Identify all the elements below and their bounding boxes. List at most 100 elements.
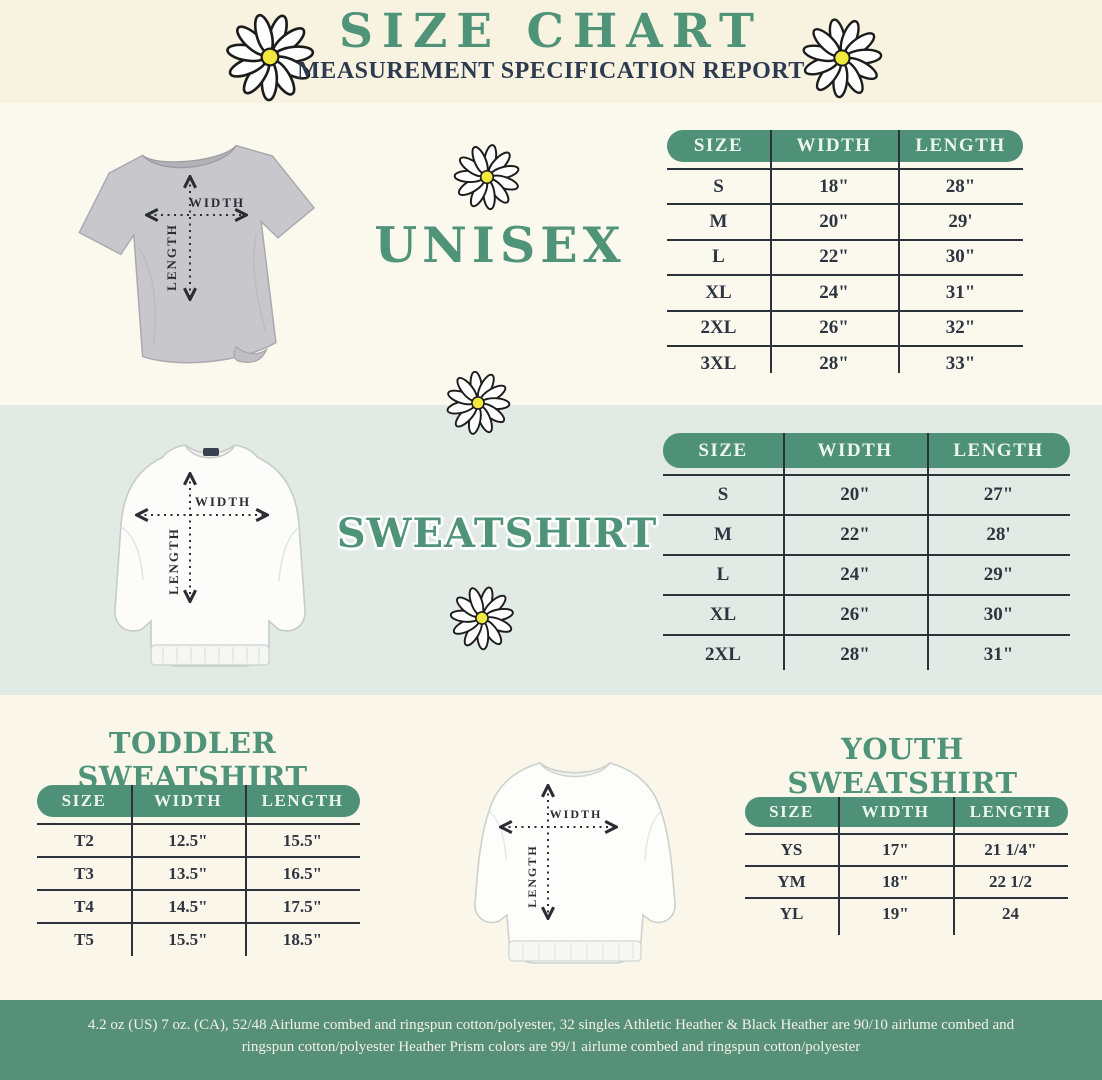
column-header-size: SIZE [693,135,744,156]
size-cell: T5 [74,929,94,949]
table-column-divider [898,130,900,373]
table-row: M 22" 28' [663,514,1070,554]
column-header-length: LENGTH [953,439,1044,461]
table-row: XL 24" 31" [667,274,1023,309]
table-header-row: SIZE WIDTH LENGTH [37,785,360,817]
length-cell: 17.5" [282,896,323,916]
size-cell: T3 [74,863,94,883]
column-header-size: SIZE [769,802,814,821]
table-column-divider [245,785,247,956]
table-row: 2XL 28" 31" [663,634,1070,674]
size-cell: T2 [74,830,94,850]
column-header-size: SIZE [61,791,107,810]
length-cell: 30" [983,604,1014,625]
table-row: T5 15.5" 18.5" [37,922,360,955]
unisex-size-table: SIZE WIDTH LENGTH S 18" 28" M 20" 29' L 22" 30" XL 24… [667,130,1023,380]
width-cell: 18" [882,872,909,891]
length-dimension-label: LENGTH [164,223,179,291]
table-header-row: SIZE WIDTH LENGTH [745,797,1068,827]
width-cell: 26" [819,317,849,339]
table-column-divider [770,130,772,373]
length-cell: 29" [983,564,1014,585]
size-cell: XL [705,281,732,303]
width-cell: 28" [819,352,849,374]
size-cell: T4 [74,896,94,916]
table-column-divider [953,797,955,935]
length-dimension-label: LENGTH [525,844,539,907]
table-header-row: SIZE WIDTH LENGTH [667,130,1023,162]
size-cell: M [714,524,732,545]
column-header-length: LENGTH [261,791,344,810]
table-body: S 18" 28" M 20" 29' L 22" 30" XL 24" 31" 2XL 26" 32" 3X… [667,168,1023,380]
page-subtitle: MEASUREMENT SPECIFICATION REPORT [297,58,805,84]
length-cell: 31" [983,644,1014,665]
width-cell: 17" [882,840,909,859]
youth-section-title: YOUTH SWEATSHIRT [787,732,1018,800]
unisex-section-title: UNISEX [374,216,626,274]
width-dimension-label: WIDTH [550,807,603,821]
table-row: M 20" 29' [667,203,1023,238]
width-dimension-label: WIDTH [195,494,251,509]
length-cell: 15.5" [282,830,323,850]
table-body: S 20" 27" M 22" 28' L 24" 29" XL 26" 30" 2XL 28" 31" [663,474,1070,674]
width-cell: 24" [840,564,870,585]
width-cell: 26" [840,604,870,625]
length-cell: 28' [986,524,1011,545]
kids-sweatshirt-image: WIDTH LENGTH [474,762,676,964]
size-cell: S [717,484,729,505]
length-cell: 24 [1002,904,1019,923]
sweatshirt-section-title: SWEATSHIRT [336,510,658,557]
table-header-row: SIZE WIDTH LENGTH [663,433,1070,468]
size-cell: 2XL [700,317,737,339]
width-cell: 28" [840,644,870,665]
width-cell: 19" [882,904,909,923]
daisy-icon [448,138,526,216]
size-cell: YM [777,872,806,891]
size-cell: L [716,564,730,585]
width-cell: 15.5" [168,929,208,949]
length-cell: 28" [945,175,976,197]
width-cell: 20" [819,211,849,233]
table-column-divider [927,433,929,670]
width-cell: 18" [819,175,849,197]
table-body: T2 12.5" 15.5" T3 13.5" 16.5" T4 14.5" 17.5" T5 15… [37,823,360,955]
table-row: YL 19" 24 [745,897,1068,929]
table-row: 3XL 28" 33" [667,344,1023,380]
length-cell: 21 1/4" [984,840,1037,859]
header-band [0,0,1102,103]
size-cell: 2XL [705,644,741,665]
column-header-width: WIDTH [861,802,930,821]
width-cell: 20" [840,484,870,505]
table-column-divider [838,797,840,935]
length-cell: 18.5" [282,929,323,949]
footer-band [0,1000,1102,1080]
length-cell: 22 1/2 [989,872,1032,891]
column-header-width: WIDTH [796,135,872,156]
size-cell: L [712,246,725,268]
length-cell: 27" [983,484,1014,505]
toddler-size-table: SIZE WIDTH LENGTH T2 12.5" 15.5" T3 13.5" 16.5" T… [37,785,360,956]
width-cell: 13.5" [168,863,208,883]
table-row: S 18" 28" [667,168,1023,203]
length-cell: 32" [945,317,976,339]
table-row: L 24" 29" [663,554,1070,594]
table-column-divider [783,433,785,670]
size-cell: 3XL [700,352,737,374]
length-cell: 29' [948,211,973,233]
unisex-tshirt-image: WIDTH LENGTH [78,144,316,364]
table-row: YM 18" 22 1/2 [745,865,1068,897]
table-body: YS 17" 21 1/4" YM 18" 22 1/2 YL 19" 24 [745,833,1068,929]
length-cell: 30" [945,246,976,268]
table-row: T4 14.5" 17.5" [37,889,360,922]
table-row: T2 12.5" 15.5" [37,823,360,856]
table-row: YS 17" 21 1/4" [745,833,1068,865]
column-header-width: WIDTH [817,439,893,461]
width-cell: 22" [819,246,849,268]
column-header-length: LENGTH [969,802,1052,821]
column-header-length: LENGTH [915,135,1006,156]
daisy-icon [442,367,514,439]
size-cell: XL [709,604,737,625]
width-cell: 12.5" [168,830,208,850]
width-cell: 24" [819,281,849,303]
size-cell: YL [779,904,804,923]
